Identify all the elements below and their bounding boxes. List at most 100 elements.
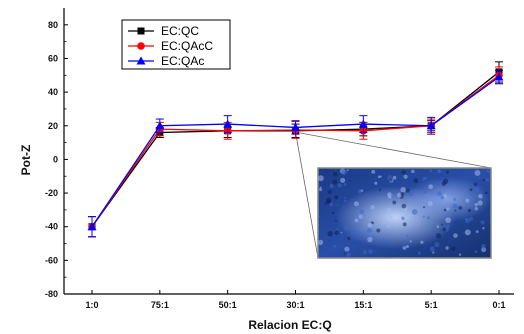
inset-speckle (429, 169, 433, 173)
inset-speckle (434, 242, 440, 248)
inset-speckle (389, 178, 393, 182)
inset-speckle (453, 197, 457, 201)
inset-speckle (371, 169, 376, 174)
inset-speckle (474, 250, 478, 254)
inset-speckle (474, 202, 479, 207)
inset-speckle (482, 179, 486, 182)
y-tick-label: 20 (48, 121, 58, 131)
inset-speckle (344, 246, 350, 252)
inset-speckle (379, 188, 382, 191)
data-point (155, 121, 165, 130)
inset-speckle (464, 217, 467, 221)
inset-speckle (333, 171, 338, 177)
inset-speckle (405, 188, 410, 193)
series-EC:QAc (87, 69, 504, 238)
inset-speckle (318, 187, 323, 192)
inset-speckle (420, 240, 424, 244)
inset-speckle (422, 179, 425, 182)
inset-speckle (422, 206, 426, 209)
inset-speckle (484, 191, 488, 195)
inset-speckle (477, 200, 483, 206)
inset-speckle (469, 188, 473, 192)
legend-label: EC:QAcC (161, 39, 213, 53)
inset-speckle (324, 202, 328, 205)
inset-speckle (336, 227, 339, 231)
inset-speckle (446, 207, 450, 211)
x-tick-label: 0:1 (492, 300, 505, 310)
data-series (87, 61, 504, 238)
inset-speckle (329, 183, 334, 189)
inset-speckle (411, 169, 415, 174)
inset-speckle (422, 215, 425, 218)
y-tick-label: -40 (45, 222, 58, 232)
inset-speckle (327, 190, 332, 195)
inset-speckle (474, 169, 481, 176)
inset-speckle (336, 203, 339, 206)
inset-speckle (317, 239, 324, 246)
inset-speckle (359, 209, 365, 214)
x-axis-ticks: 1:0 75:1 50:1 30:1 15:1 5:1 0:1 (85, 290, 506, 310)
inset-speckle (344, 226, 349, 231)
inset-speckle (368, 249, 373, 254)
inset-speckle (334, 230, 339, 236)
inset-speckle (376, 228, 381, 233)
inset-speckle (362, 250, 368, 255)
inset-speckle (427, 201, 433, 207)
x-tick-label: 1:0 (85, 300, 98, 310)
inset-speckle (482, 227, 485, 230)
y-tick-label: 0 (53, 154, 58, 164)
inset-speckle (452, 203, 458, 209)
y-axis-ticks: -80 -60 -40 -20 0 20 40 60 80 (45, 20, 68, 299)
y-tick-label: -60 (45, 255, 58, 265)
inset-speckle (347, 236, 351, 241)
inset-speckle (367, 222, 373, 228)
data-point (87, 222, 97, 231)
inset-speckle (401, 170, 406, 175)
inset-speckle (469, 190, 474, 196)
inset-speckle (401, 203, 407, 209)
inset-speckle (341, 169, 348, 176)
inset-speckle (343, 197, 346, 200)
y-tick-label: -20 (45, 188, 58, 198)
inset-speckle (469, 217, 473, 221)
inset-speckle (440, 195, 445, 200)
inset-speckle (445, 170, 450, 174)
data-point (137, 42, 145, 50)
inset-speckle (478, 176, 481, 179)
inset-speckle (327, 230, 334, 237)
inset-speckle (442, 227, 447, 232)
inset-speckle (317, 175, 324, 182)
data-point (223, 119, 233, 128)
y-tick-label: -80 (45, 289, 58, 299)
inset-speckle (353, 201, 359, 207)
inset-speckle (331, 211, 335, 215)
inset-speckle (475, 230, 479, 234)
inset-speckle (467, 208, 472, 213)
inset-speckle (429, 246, 435, 252)
inset-speckle (334, 195, 339, 200)
inset-speckle (333, 245, 336, 248)
x-tick-label: 5:1 (425, 300, 438, 310)
inset-speckle (486, 169, 491, 174)
inset-speckle (423, 190, 428, 194)
inset-speckle (402, 246, 407, 250)
data-point (291, 122, 300, 131)
data-point (136, 56, 146, 65)
x-tick-label: 75:1 (151, 300, 169, 310)
y-tick-label: 60 (48, 53, 58, 63)
inset-speckle (400, 192, 405, 196)
inset-speckle (459, 183, 462, 186)
inset-speckle (406, 234, 409, 237)
inset-connector-line (295, 131, 492, 169)
inset-speckle (343, 199, 347, 203)
micrograph-inset (295, 131, 492, 259)
inset-speckle (437, 191, 442, 197)
legend-label: EC:QC (161, 24, 199, 38)
inset-speckle (481, 243, 486, 249)
inset-speckle (379, 175, 382, 178)
inset-speckle (366, 228, 372, 234)
inset-speckle (435, 233, 441, 239)
inset-speckle (432, 251, 435, 254)
